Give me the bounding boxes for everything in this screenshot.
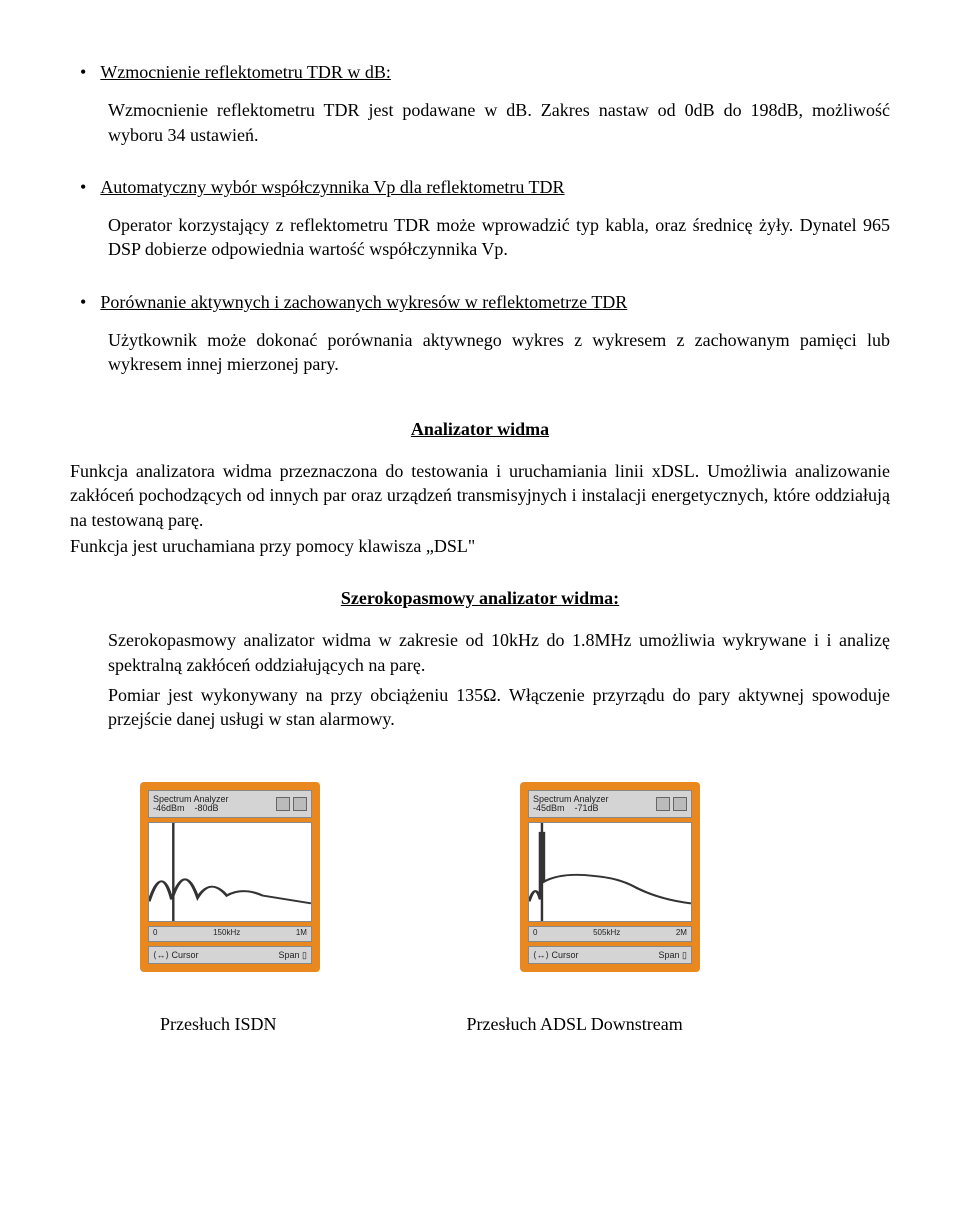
bullet-row: • Automatyczny wybór współczynnika Vp dl… (70, 175, 890, 199)
device-chart (148, 822, 312, 922)
span-label: Span ▯ (659, 949, 687, 961)
axis-label: 0 (533, 928, 537, 939)
cursor-label: ⟨↔⟩ Cursor (533, 949, 579, 961)
axis-label: 2M (676, 928, 687, 939)
device-topbar-icons (276, 797, 307, 811)
bullet-icon: • (80, 290, 86, 314)
section-body: Użytkownik może dokonać porównania aktyw… (108, 328, 890, 377)
bullet-row: • Porównanie aktywnych i zachowanych wyk… (70, 290, 890, 314)
device-readings: Spectrum Analyzer -45dBm -71dB (533, 795, 609, 813)
contrast-icon (656, 797, 670, 811)
bullet-icon: • (80, 60, 86, 84)
analyzer-para2: Funkcja jest uruchamiana przy pomocy kla… (70, 534, 890, 558)
device-bottombar: ⟨↔⟩ Cursor Span ▯ (528, 946, 692, 964)
device-axis: 0 505kHz 2M (528, 926, 692, 942)
bullet-icon: • (80, 175, 86, 199)
analyzer-para1: Funkcja analizatora widma przeznaczona d… (70, 459, 890, 532)
section-tdr-gain: • Wzmocnienie reflektometru TDR w dB: Wz… (70, 60, 890, 147)
device-topbar: Spectrum Analyzer -46dBm -80dB (148, 790, 312, 818)
axis-label: 1M (296, 928, 307, 939)
spectrum-svg (149, 823, 311, 921)
analyzer-para4: Pomiar jest wykonywany na przy obciążeni… (108, 683, 890, 732)
caption-adsl: Przesłuch ADSL Downstream (466, 1012, 682, 1036)
device-screen-adsl: Spectrum Analyzer -45dBm -71dB 0 505kHz (520, 782, 700, 972)
section-heading: Automatyczny wybór współczynnika Vp dla … (100, 175, 564, 199)
device-reading2: -71dB (575, 803, 599, 813)
cursor-label: ⟨↔⟩ Cursor (153, 949, 199, 961)
battery-icon (293, 797, 307, 811)
axis-label: 0 (153, 928, 157, 939)
section-compare-tdr: • Porównanie aktywnych i zachowanych wyk… (70, 290, 890, 377)
device-images-row: Spectrum Analyzer -46dBm -80dB 0 150kHz (140, 782, 890, 972)
device-reading-row: -46dBm -80dB (153, 804, 229, 813)
section-heading: Porównanie aktywnych i zachowanych wykre… (100, 290, 627, 314)
bullet-row: • Wzmocnienie reflektometru TDR w dB: (70, 60, 890, 84)
device-topbar: Spectrum Analyzer -45dBm -71dB (528, 790, 692, 818)
device-reading-row: -45dBm -71dB (533, 804, 609, 813)
device-reading2: -80dB (195, 803, 219, 813)
caption-isdn: Przesłuch ISDN (160, 1012, 276, 1036)
device-bottombar: ⟨↔⟩ Cursor Span ▯ (148, 946, 312, 964)
span-label: Span ▯ (279, 949, 307, 961)
section-body: Operator korzystający z reflektometru TD… (108, 213, 890, 262)
analyzer-para3: Szerokopasmowy analizator widma w zakres… (108, 628, 890, 677)
device-reading1: -45dBm (533, 803, 565, 813)
section-heading: Wzmocnienie reflektometru TDR w dB: (100, 60, 391, 84)
device-readings: Spectrum Analyzer -46dBm -80dB (153, 795, 229, 813)
device-topbar-icons (656, 797, 687, 811)
device-screen-isdn: Spectrum Analyzer -46dBm -80dB 0 150kHz (140, 782, 320, 972)
section-vp-auto: • Automatyczny wybór współczynnika Vp dl… (70, 175, 890, 262)
analyzer-title: Analizator widma (70, 417, 890, 441)
device-chart (528, 822, 692, 922)
spectrum-svg (529, 823, 691, 921)
battery-icon (673, 797, 687, 811)
spectrum-path (529, 832, 691, 903)
device-reading1: -46dBm (153, 803, 185, 813)
captions-row: Przesłuch ISDN Przesłuch ADSL Downstream (160, 1012, 890, 1036)
axis-label: 150kHz (213, 928, 240, 939)
contrast-icon (276, 797, 290, 811)
section-body: Wzmocnienie reflektometru TDR jest podaw… (108, 98, 890, 147)
axis-label: 505kHz (593, 928, 620, 939)
analyzer-subtitle: Szerokopasmowy analizator widma: (70, 586, 890, 610)
device-axis: 0 150kHz 1M (148, 926, 312, 942)
